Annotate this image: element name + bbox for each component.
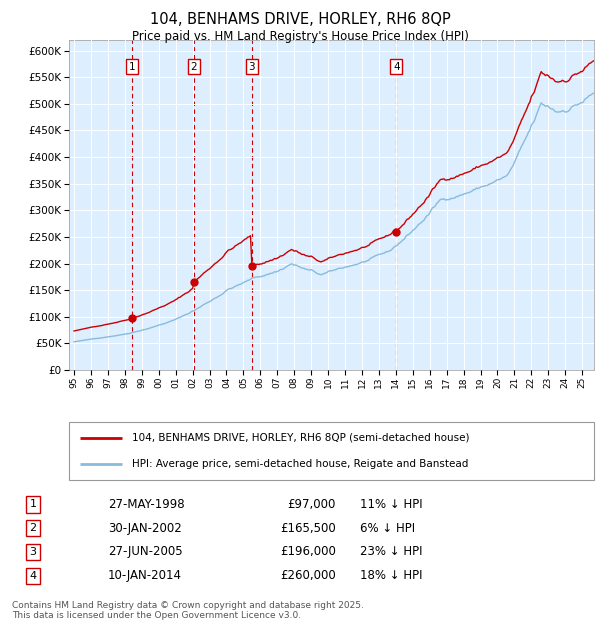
Text: 104, BENHAMS DRIVE, HORLEY, RH6 8QP: 104, BENHAMS DRIVE, HORLEY, RH6 8QP (149, 12, 451, 27)
Text: 18% ↓ HPI: 18% ↓ HPI (360, 569, 422, 582)
Text: 4: 4 (393, 61, 400, 72)
Text: £97,000: £97,000 (287, 498, 336, 511)
Text: 1: 1 (128, 61, 135, 72)
Text: £165,500: £165,500 (280, 521, 336, 534)
Text: £260,000: £260,000 (280, 569, 336, 582)
Text: Price paid vs. HM Land Registry's House Price Index (HPI): Price paid vs. HM Land Registry's House … (131, 30, 469, 43)
Text: 104, BENHAMS DRIVE, HORLEY, RH6 8QP (semi-detached house): 104, BENHAMS DRIVE, HORLEY, RH6 8QP (sem… (132, 433, 470, 443)
Text: 30-JAN-2002: 30-JAN-2002 (108, 521, 182, 534)
Text: 27-MAY-1998: 27-MAY-1998 (108, 498, 185, 511)
Text: 1: 1 (29, 500, 37, 510)
Text: 2: 2 (191, 61, 197, 72)
Text: £196,000: £196,000 (280, 546, 336, 559)
Text: 2: 2 (29, 523, 37, 533)
Text: 4: 4 (29, 571, 37, 581)
Text: 10-JAN-2014: 10-JAN-2014 (108, 569, 182, 582)
Text: 23% ↓ HPI: 23% ↓ HPI (360, 546, 422, 559)
Text: 3: 3 (29, 547, 37, 557)
FancyBboxPatch shape (69, 422, 594, 480)
Text: HPI: Average price, semi-detached house, Reigate and Banstead: HPI: Average price, semi-detached house,… (132, 459, 469, 469)
Text: 11% ↓ HPI: 11% ↓ HPI (360, 498, 422, 511)
Text: 3: 3 (248, 61, 255, 72)
Text: 6% ↓ HPI: 6% ↓ HPI (360, 521, 415, 534)
Text: 27-JUN-2005: 27-JUN-2005 (108, 546, 182, 559)
Text: Contains HM Land Registry data © Crown copyright and database right 2025.
This d: Contains HM Land Registry data © Crown c… (12, 601, 364, 620)
